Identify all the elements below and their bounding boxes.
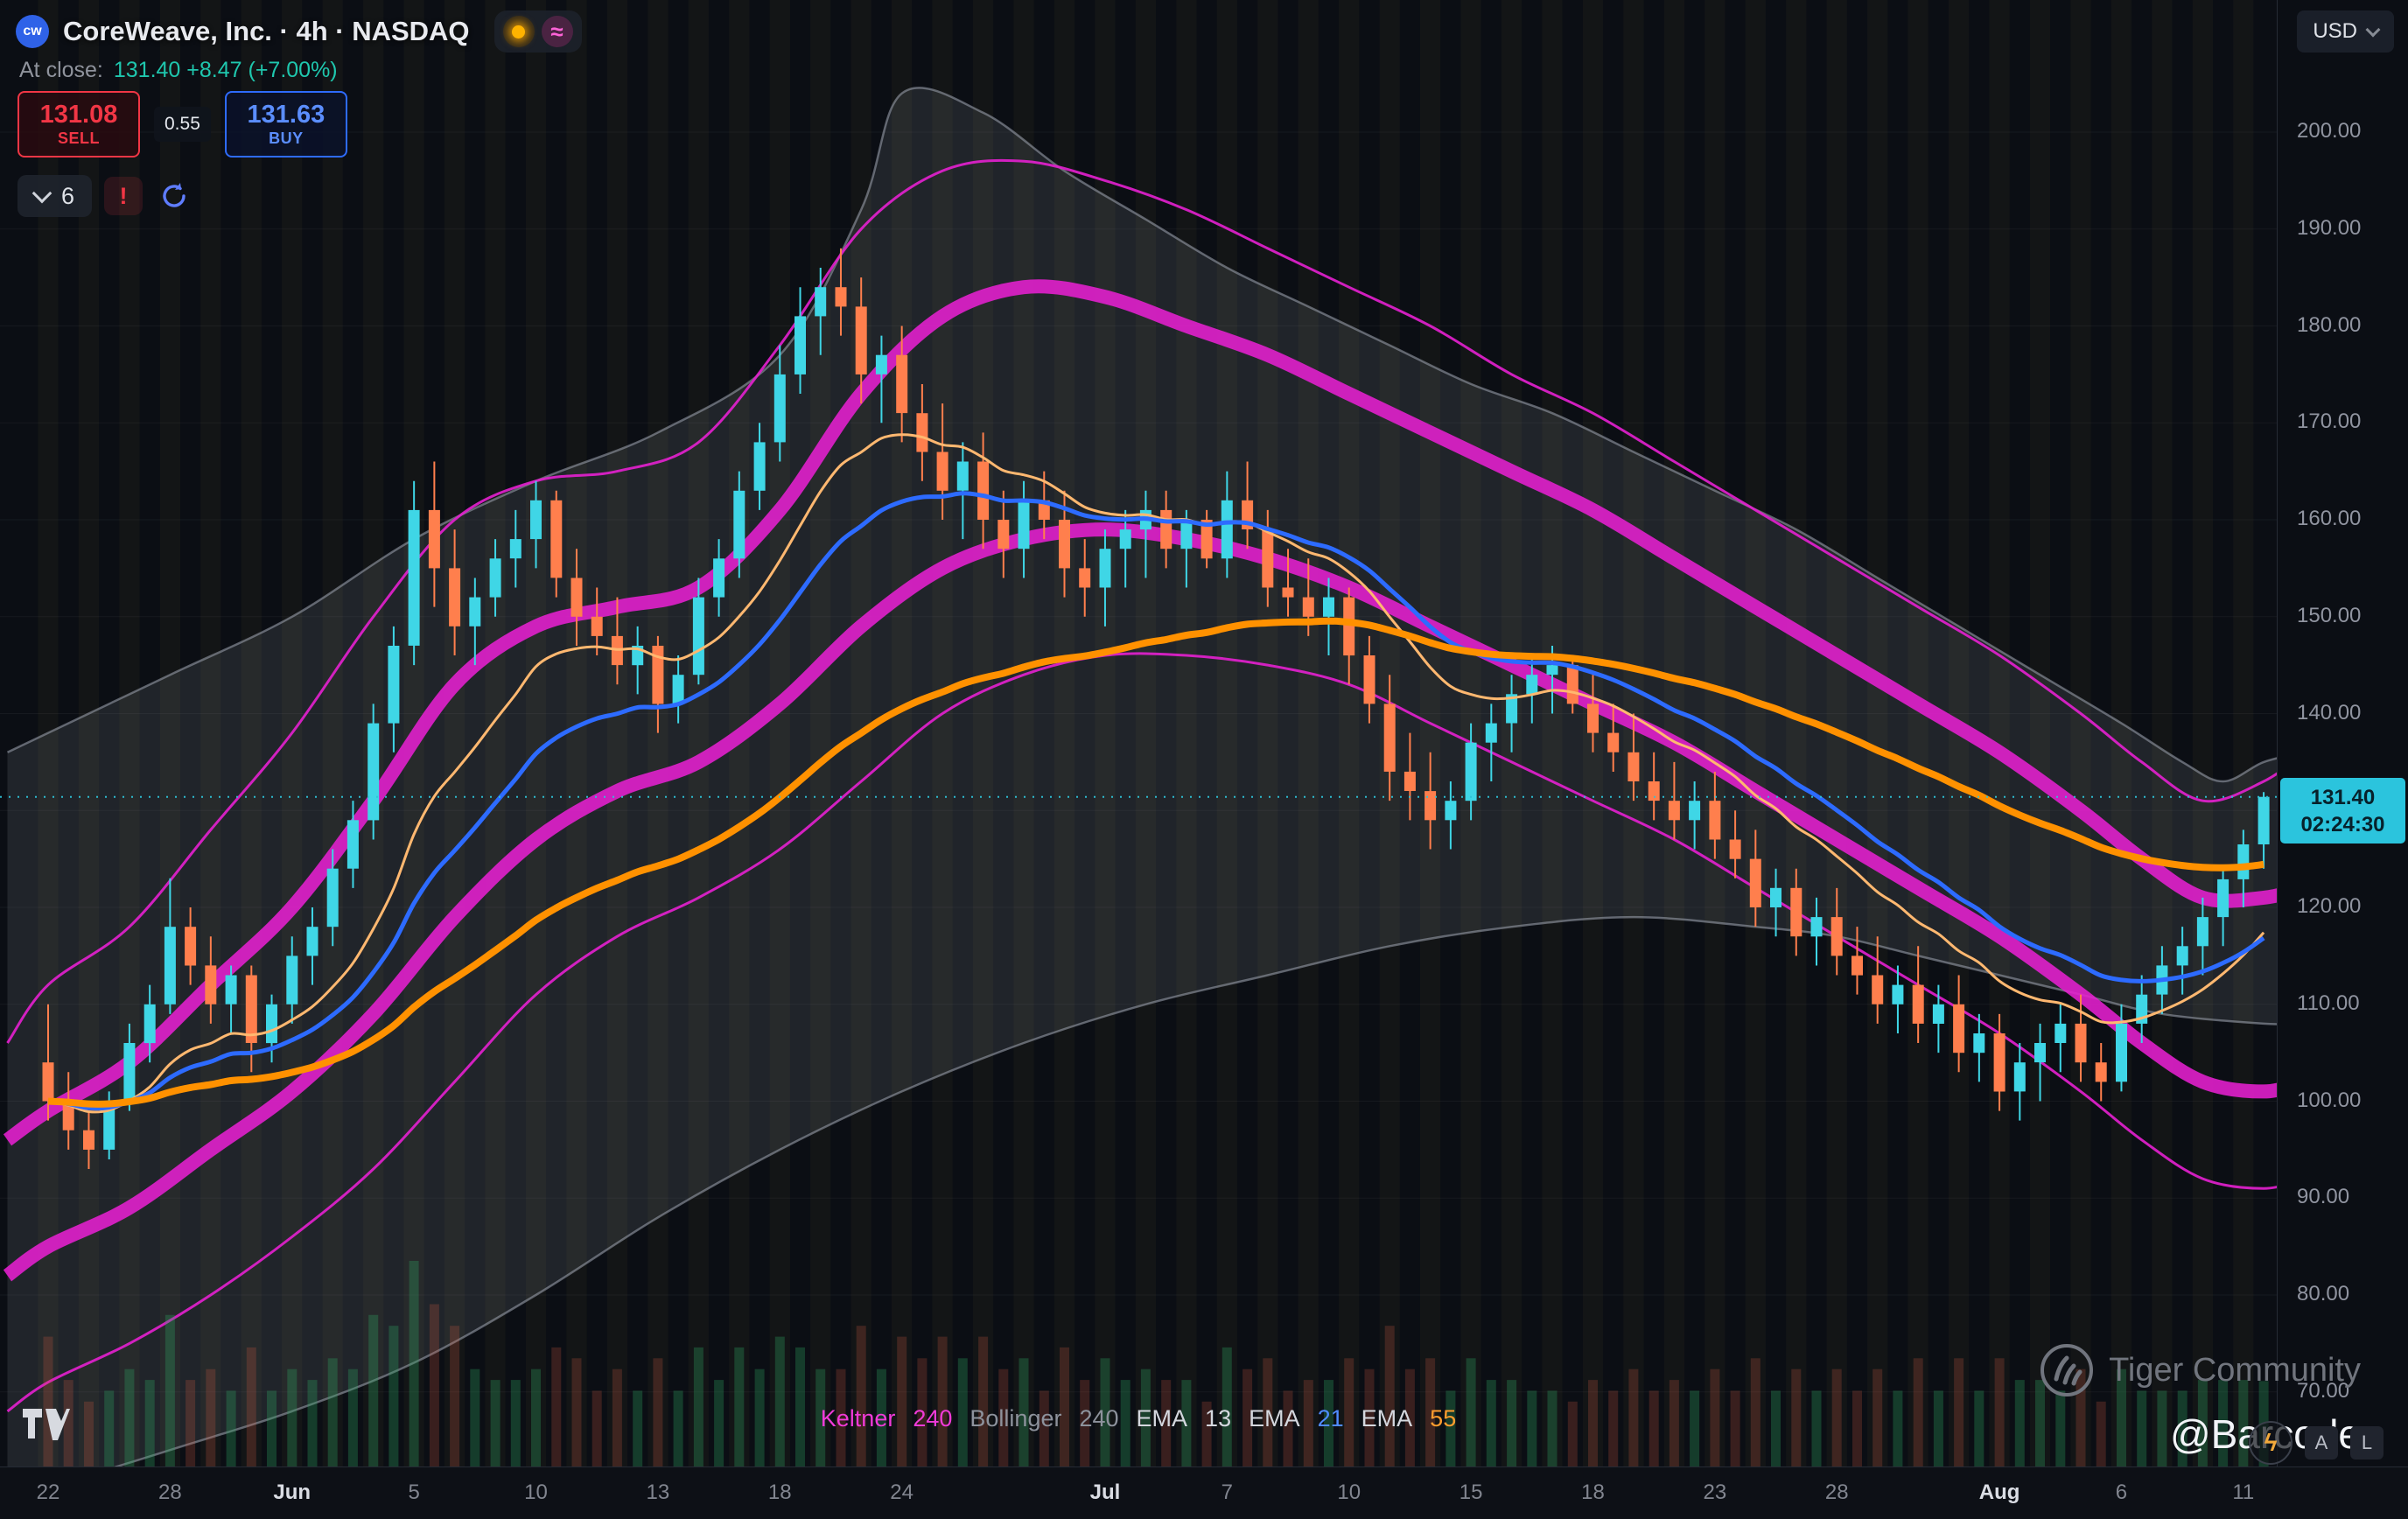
time-axis-label: 5 [408, 1480, 420, 1504]
time-axis-label: Jun [273, 1480, 312, 1504]
time-axis-label: 24 [890, 1480, 914, 1504]
waves-icon[interactable]: ≈ [541, 16, 573, 47]
price-axis-label: 150.00 [2297, 603, 2362, 627]
price-axis-label: 180.00 [2297, 312, 2362, 337]
quote-panel: 131.08 SELL 0.55 131.63 BUY [18, 91, 347, 158]
price-axis-label: 200.00 [2297, 119, 2362, 143]
buy-price: 131.63 [247, 100, 326, 129]
price-axis-label: 110.00 [2297, 990, 2360, 1015]
current-price-tag: 131.40 02:24:30 [2280, 777, 2405, 844]
chevron-down-icon [2365, 22, 2381, 38]
time-axis-label: 11 [2232, 1480, 2255, 1504]
legend-item[interactable]: EMA [1361, 1405, 1413, 1432]
bar-countdown: 02:24:30 [2300, 812, 2385, 836]
time-axis-label: 13 [646, 1480, 670, 1504]
price-axis-label: 140.00 [2297, 700, 2362, 724]
legend-item[interactable]: 13 [1205, 1405, 1232, 1432]
indicator-legend: Keltner 240 Bollinger 240 EMA 13 EMA 21 EMA 55 [0, 1405, 2277, 1432]
symbol-header: cw CoreWeave, Inc. · 4h · NASDAQ ≈ [16, 10, 582, 52]
sun-core-icon [512, 24, 526, 38]
ema55-line [47, 617, 2264, 1108]
symbol-logo[interactable]: cw [16, 15, 49, 48]
watermark-row: Tiger Community [2039, 1342, 2361, 1398]
watermark-community: Tiger Community [2109, 1351, 2361, 1389]
volume-bars [43, 1261, 2269, 1466]
buy-label: BUY [269, 130, 304, 148]
price-axis-label: 170.00 [2297, 410, 2362, 434]
sell-label: SELL [57, 130, 100, 148]
keltner-outer-lower [6, 652, 2277, 1413]
at-close-value: 131.40 +8.47 (+7.00%) [113, 58, 338, 82]
price-axis-label: 70.00 [2297, 1378, 2350, 1403]
time-axis-label: 23 [1703, 1480, 1727, 1504]
corner-tools: ϟ A L [2249, 1421, 2384, 1465]
at-close-row: At close: 131.40 +8.47 (+7.00%) [19, 58, 338, 83]
lightning-icon[interactable]: ϟ [2249, 1421, 2292, 1465]
price-axis-label: 120.00 [2297, 894, 2362, 918]
legend-item[interactable]: 55 [1430, 1405, 1457, 1432]
time-axis-label: 7 [1221, 1480, 1234, 1504]
ema13-line [47, 433, 2265, 1114]
time-axis-label: 10 [1337, 1480, 1362, 1504]
legend-item[interactable]: 21 [1317, 1405, 1344, 1432]
auto-scale-button[interactable]: A [2305, 1426, 2338, 1460]
current-price: 131.40 [2310, 785, 2376, 809]
bollinger-lower-line [113, 915, 2277, 1466]
time-axis-label: 15 [1459, 1480, 1483, 1504]
spread-value: 0.55 [154, 107, 211, 142]
legend-item[interactable]: Keltner [820, 1405, 896, 1432]
indicator-count: 6 [61, 182, 75, 209]
time-axis-label: 10 [524, 1480, 548, 1504]
buy-button[interactable]: 131.63 BUY [224, 91, 347, 158]
legend-item[interactable]: 240 [913, 1405, 953, 1432]
tiger-community-logo [2040, 1344, 2094, 1396]
ema21-line [47, 491, 2265, 1111]
time-axis-label: 28 [158, 1480, 182, 1504]
time-axis-label: Jul [1089, 1480, 1121, 1504]
log-scale-button[interactable]: L [2350, 1426, 2384, 1460]
time-axis[interactable]: 22 28 Jun 5 10 13 18 24 Jul 7 10 15 18 23 28 Aug 6 11 [0, 1466, 2408, 1519]
grid-lines [0, 131, 2277, 1393]
price-axis-label: 90.00 [2297, 1185, 2350, 1209]
time-axis-label: Aug [1978, 1480, 2020, 1504]
chevron-down-icon [32, 183, 52, 203]
time-axis-label: 28 [1824, 1480, 1849, 1504]
indicator-controls: 6 ! [18, 175, 193, 217]
time-axis-label: 18 [767, 1480, 792, 1504]
time-axis-label: 6 [2115, 1480, 2128, 1504]
legend-item[interactable]: EMA [1249, 1405, 1300, 1432]
price-axis-label: 100.00 [2297, 1088, 2362, 1112]
tradingview-logo[interactable] [21, 1407, 72, 1446]
keltner-outer-upper [6, 158, 2277, 1044]
price-axis-label: 190.00 [2297, 215, 2362, 240]
symbol-badges: ≈ [494, 10, 582, 52]
symbol-title[interactable]: CoreWeave, Inc. · 4h · NASDAQ [63, 16, 470, 46]
alert-warning-icon[interactable]: ! [104, 177, 144, 215]
indicator-count-dropdown[interactable]: 6 [18, 175, 93, 217]
currency-label: USD [2313, 19, 2357, 43]
sun-icon[interactable] [502, 16, 535, 47]
price-axis-label: 160.00 [2297, 507, 2362, 530]
at-close-label: At close: [19, 58, 103, 82]
time-axis-label: 18 [1581, 1480, 1605, 1504]
legend-item[interactable]: 240 [1079, 1405, 1119, 1432]
price-axis[interactable]: 200.00 190.00 180.00 170.00 160.00 150.00 140.… [2277, 0, 2408, 1466]
currency-dropdown[interactable]: USD [2297, 10, 2394, 52]
sell-price: 131.08 [39, 100, 118, 129]
legend-item[interactable]: EMA [1136, 1405, 1188, 1432]
time-axis-label: 22 [36, 1480, 60, 1504]
price-axis-label: 80.00 [2297, 1282, 2350, 1306]
sell-button[interactable]: 131.08 SELL [18, 91, 140, 158]
bollinger-fill [7, 88, 2277, 1466]
refresh-icon[interactable] [155, 177, 193, 215]
legend-item[interactable]: Bollinger [970, 1405, 1062, 1432]
price-chart[interactable] [0, 0, 2277, 1466]
